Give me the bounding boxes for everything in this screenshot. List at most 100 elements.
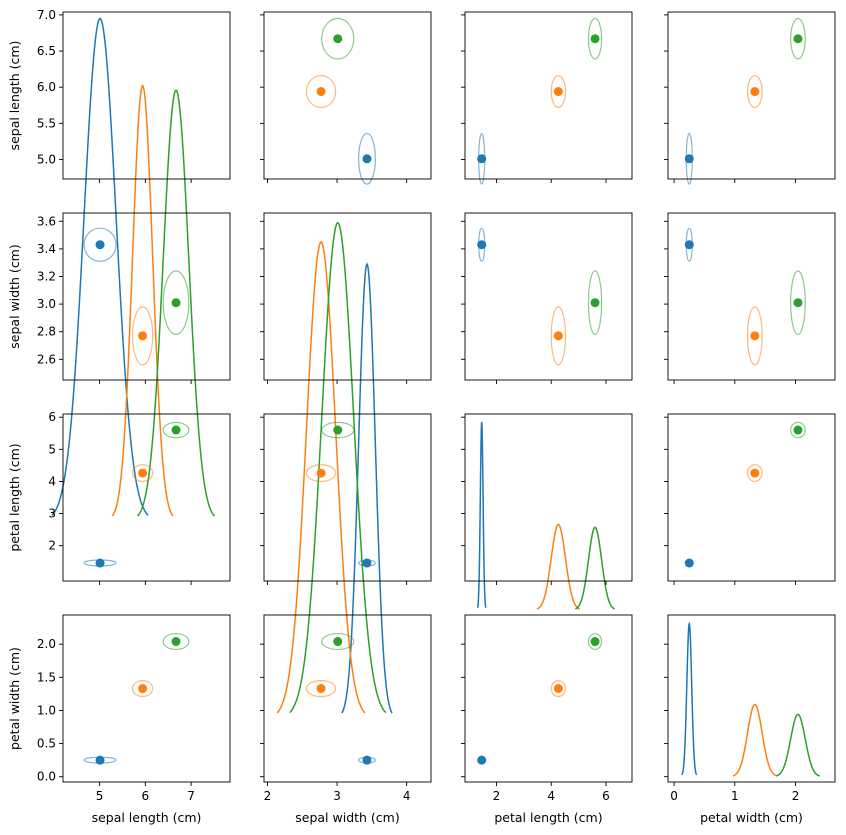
- y-axis-label-2: petal length (cm): [7, 443, 22, 551]
- ellipse-virginica-r1-c2: [587, 270, 603, 336]
- mean-point-virginica-r3-c0: [171, 637, 181, 647]
- ellipse-virginica-r3-c2: [587, 632, 603, 651]
- ellipse-virginica-r0-c3: [790, 17, 806, 60]
- y-tick-label-r1-5: 3.6: [37, 214, 56, 228]
- y-tick-label-r2-4: 6: [48, 410, 56, 424]
- subplot-r2-c3: [664, 413, 836, 585]
- x-tick-label-c2-1: 4: [547, 789, 555, 803]
- density-curve-versicolor-r0-c0: [111, 84, 174, 517]
- mean-point-setosa-r1-c3: [684, 240, 694, 250]
- y-axis-label-0: sepal length (cm): [7, 41, 22, 151]
- ellipse-versicolor-r1-c3: [746, 306, 763, 366]
- ellipse-setosa-r1-c0: [83, 227, 117, 262]
- mean-point-virginica-r3-c2: [590, 637, 600, 647]
- density-curve-setosa-r3-c3: [681, 621, 698, 776]
- mean-point-setosa-r0-c3: [684, 154, 694, 164]
- mean-point-virginica-r1-c0: [171, 298, 181, 308]
- mean-point-setosa-r0-c2: [477, 154, 487, 164]
- subplot-r0-c1: [260, 11, 432, 185]
- density-curve-virginica-r0-c0: [136, 88, 216, 517]
- density-curve-virginica-r1-c1: [289, 221, 387, 714]
- ellipse-virginica-r3-c1: [321, 632, 355, 651]
- mean-point-setosa-r1-c2: [477, 240, 487, 250]
- mean-point-virginica-r1-c2: [590, 298, 600, 308]
- mean-point-virginica-r2-c3: [793, 425, 803, 435]
- ellipse-virginica-r0-c2: [587, 17, 603, 60]
- y-tick-label-r0-1: 5.5: [37, 116, 56, 130]
- density-curve-versicolor-r3-c3: [732, 703, 777, 777]
- mean-point-versicolor-r0-c3: [750, 87, 760, 97]
- axes-frame-r3-c3: [667, 614, 836, 783]
- ellipse-versicolor-r3-c0: [131, 680, 154, 698]
- mean-point-setosa-r2-c3: [684, 558, 694, 568]
- mean-point-versicolor-r1-c0: [138, 331, 148, 341]
- ellipse-virginica-r2-c1: [321, 421, 355, 439]
- x-tick-label-c1-0: 2: [264, 789, 272, 803]
- mean-point-setosa-r3-c0: [95, 755, 105, 765]
- y-tick-label-r3-1: 0.5: [37, 737, 56, 751]
- x-tick-label-c2-2: 6: [602, 789, 610, 803]
- subplot-r3-c3: [664, 614, 836, 786]
- mean-point-versicolor-r2-c3: [750, 468, 760, 478]
- y-tick-label-r2-2: 4: [48, 474, 56, 488]
- mean-point-versicolor-r3-c2: [553, 684, 563, 694]
- mean-point-virginica-r0-c3: [793, 34, 803, 44]
- subplot-r3-c0: [59, 614, 231, 786]
- ellipse-versicolor-r0-c3: [746, 75, 763, 109]
- mean-point-versicolor-r3-c0: [138, 684, 148, 694]
- mean-point-virginica-r0-c2: [590, 34, 600, 44]
- ellipse-versicolor-r2-c0: [131, 464, 154, 483]
- y-tick-label-r3-3: 1.5: [37, 670, 56, 684]
- ellipse-virginica-r1-c0: [162, 270, 190, 336]
- x-axis-label-2: petal length (cm): [494, 810, 602, 825]
- mean-point-virginica-r2-c1: [333, 425, 343, 435]
- y-tick-label-r1-4: 3.4: [37, 242, 56, 256]
- subplot-r0-c0: [51, 11, 231, 517]
- x-axis-label-3: petal width (cm): [700, 810, 803, 825]
- density-curve-virginica-r2-c2: [575, 526, 616, 610]
- y-tick-label-r2-3: 5: [48, 442, 56, 456]
- y-tick-label-r0-0: 5.0: [37, 152, 56, 166]
- y-tick-label-r0-3: 6.5: [37, 44, 56, 58]
- subplot-r1-c1: [260, 212, 432, 714]
- mean-point-setosa-r3-c1: [362, 755, 372, 765]
- subplot-r0-c3: [664, 11, 836, 185]
- density-curve-versicolor-r1-c1: [276, 240, 366, 714]
- mean-point-versicolor-r0-c1: [316, 87, 326, 97]
- mean-point-setosa-r2-c0: [95, 558, 105, 568]
- subplot-r3-c1: [260, 614, 432, 786]
- ellipse-virginica-r0-c1: [321, 17, 355, 60]
- x-axis-label-0: sepal length (cm): [92, 810, 202, 825]
- axes-frame-r0-c0: [62, 11, 231, 180]
- y-tick-label-r1-1: 2.8: [37, 325, 56, 339]
- mean-point-setosa-r2-c1: [362, 558, 372, 568]
- axes-frame-r1-c1: [263, 212, 432, 381]
- y-tick-label-r1-3: 3.2: [37, 269, 56, 283]
- ellipse-versicolor-r1-c0: [131, 306, 154, 366]
- subplot-r1-c2: [461, 212, 633, 384]
- axes-frame-r1-c3: [667, 212, 836, 381]
- axes-frame-r1-c2: [464, 212, 633, 381]
- subplot-r0-c2: [461, 11, 633, 185]
- mean-point-setosa-r0-c1: [362, 154, 372, 164]
- mean-point-versicolor-r1-c2: [553, 331, 563, 341]
- density-curve-setosa-r2-c2: [476, 421, 487, 608]
- x-axis-label-1: sepal width (cm): [295, 810, 399, 825]
- x-tick-label-c3-1: 1: [731, 789, 739, 803]
- ellipse-versicolor-r3-c2: [550, 680, 567, 698]
- y-axis-label-3: petal width (cm): [7, 647, 22, 750]
- y-tick-label-r3-2: 1.0: [37, 703, 56, 717]
- y-tick-label-r0-2: 6.0: [37, 80, 56, 94]
- y-tick-label-r1-2: 3.0: [37, 297, 56, 311]
- axes-frame-r2-c0: [62, 413, 231, 582]
- subplot-r2-c2: [461, 413, 633, 610]
- y-tick-label-r3-4: 2.0: [37, 637, 56, 651]
- x-tick-label-c3-0: 0: [670, 789, 678, 803]
- ellipse-versicolor-r2-c1: [305, 464, 337, 483]
- y-tick-label-r2-0: 2: [48, 539, 56, 553]
- x-tick-label-c1-2: 4: [403, 789, 411, 803]
- ellipse-setosa-r0-c1: [358, 132, 376, 185]
- ellipse-versicolor-r3-c1: [305, 680, 337, 698]
- mean-point-virginica-r0-c1: [333, 34, 343, 44]
